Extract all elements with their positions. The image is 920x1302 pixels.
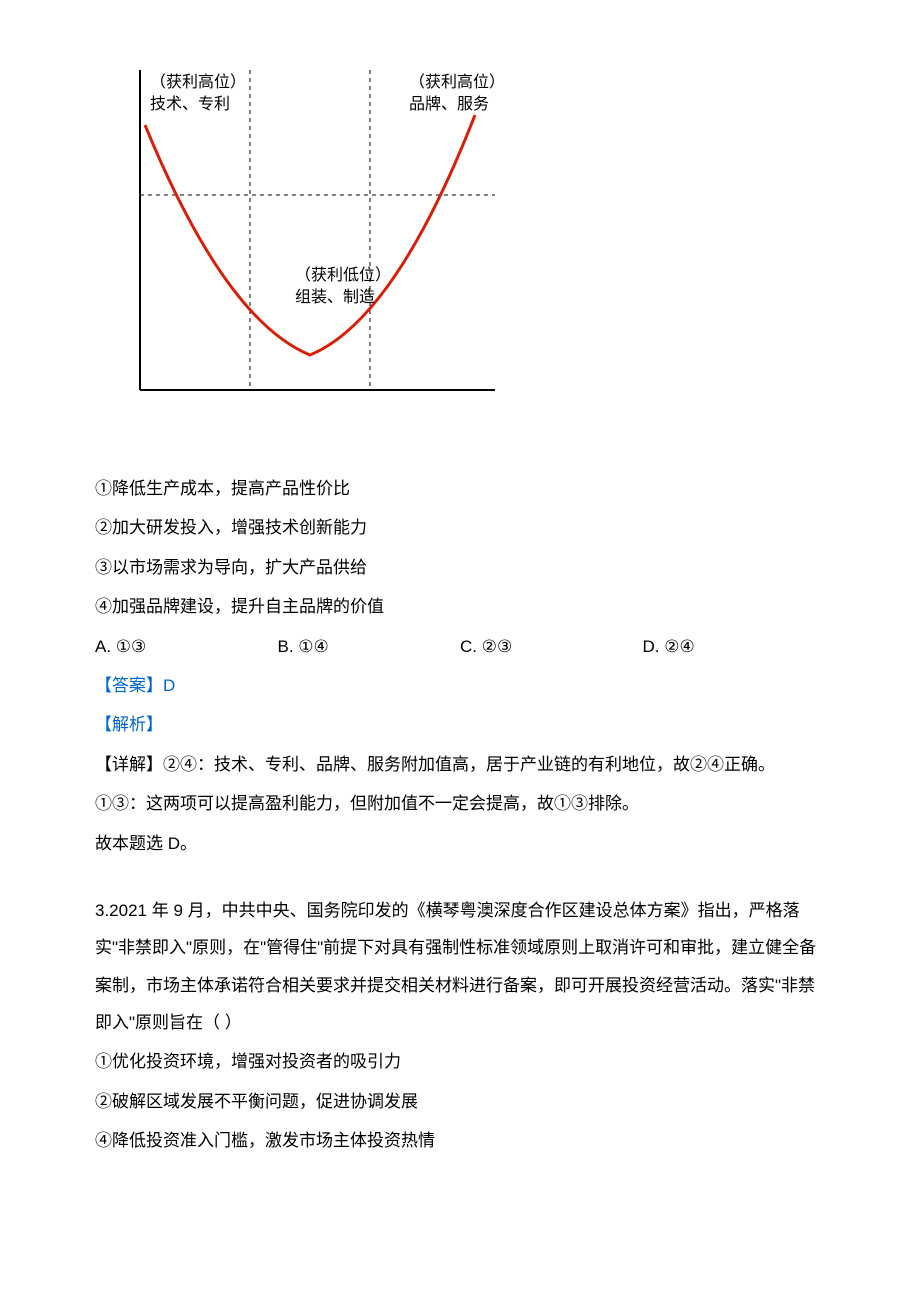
label-bottom-line1: （获利低位） — [295, 267, 391, 284]
option-1: ①降低生产成本，提高产品性价比 — [95, 470, 825, 507]
option-2: ②加大研发投入，增强技术创新能力 — [95, 509, 825, 546]
label-bottom-line2: 组装、制造 — [295, 289, 375, 306]
chart-label-right: （获利高位） 品牌、服务 — [409, 72, 505, 115]
label-left-line1: （获利高位） — [150, 74, 246, 91]
chart-label-left: （获利高位） 技术、专利 — [150, 72, 246, 115]
label-right-line1: （获利高位） — [409, 74, 505, 91]
smile-curve-chart: （获利高位） 技术、专利 （获利高位） 品牌、服务 （获利低位） 组装、制造 — [95, 60, 525, 430]
answer-line: 【答案】D — [95, 667, 825, 704]
label-left-line2: 技术、专利 — [150, 96, 230, 113]
option-4: ④加强品牌建设，提升自主品牌的价值 — [95, 588, 825, 625]
q3-option-3: ④降低投资准入门槛，激发市场主体投资热情 — [95, 1122, 825, 1159]
label-right-line2: 品牌、服务 — [409, 96, 489, 113]
choice-a: A. ①③ — [95, 628, 278, 665]
choice-b: B. ①④ — [278, 628, 461, 665]
q3-option-1: ①优化投资环境，增强对投资者的吸引力 — [95, 1043, 825, 1080]
smile-curve — [145, 115, 475, 355]
answer-value: D — [163, 676, 175, 695]
chart-label-bottom: （获利低位） 组装、制造 — [295, 265, 391, 308]
analysis-detail-2: ①③：这两项可以提高盈利能力，但附加值不一定会提高，故①③排除。 — [95, 785, 825, 822]
analysis-detail-1: 【详解】②④：技术、专利、品牌、服务附加值高，居于产业链的有利地位，故②④正确。 — [95, 746, 825, 783]
choice-c: C. ②③ — [460, 628, 643, 665]
choices-row: A. ①③ B. ①④ C. ②③ D. ②④ — [95, 628, 825, 665]
chart-svg — [95, 60, 525, 430]
analysis-label: 【解析】 — [95, 706, 825, 743]
choice-d: D. ②④ — [643, 628, 826, 665]
q3-option-2: ②破解区域发展不平衡问题，促进协调发展 — [95, 1083, 825, 1120]
option-3: ③以市场需求为导向，扩大产品供给 — [95, 549, 825, 586]
analysis-detail-3: 故本题选 D。 — [95, 825, 825, 862]
question-3-text: 3.2021 年 9 月，中共中央、国务院印发的《横琴粤澳深度合作区建设总体方案… — [95, 892, 825, 1042]
answer-label: 【答案】 — [95, 676, 163, 695]
